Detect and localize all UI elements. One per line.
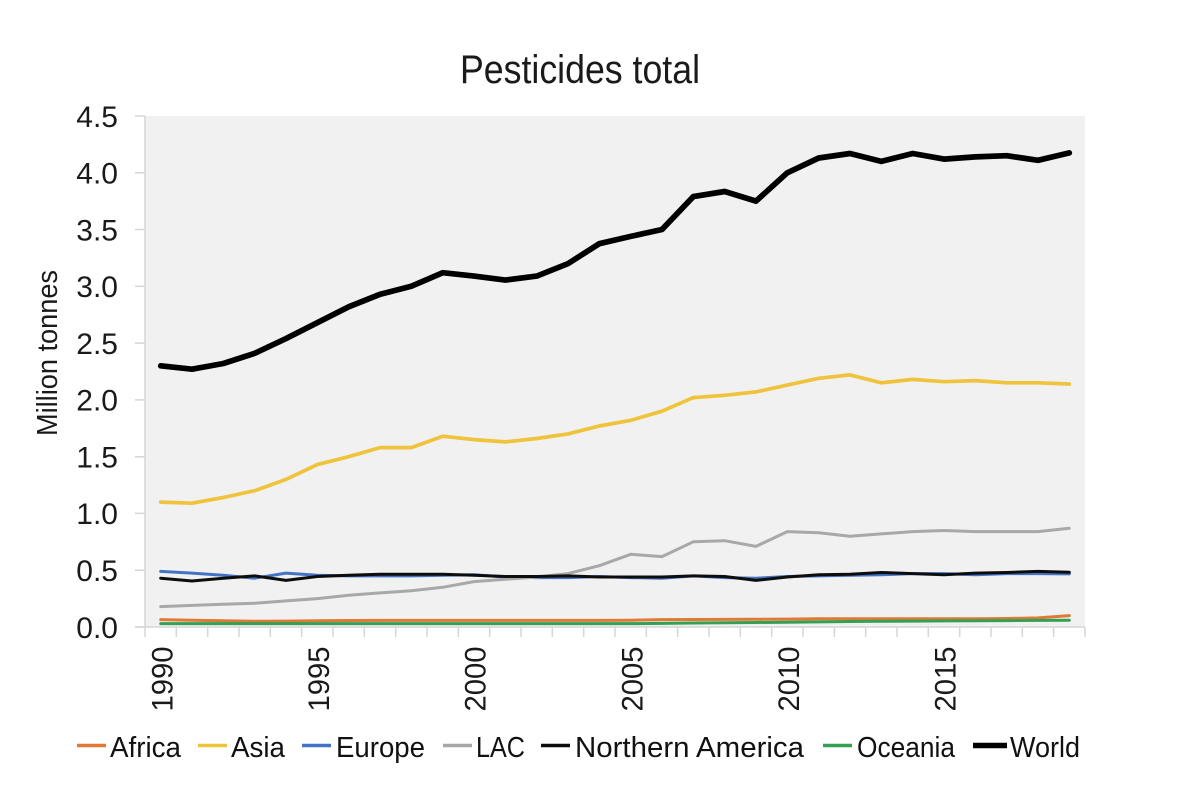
svg-text:2000: 2000 [460, 647, 493, 712]
svg-text:2015: 2015 [930, 647, 963, 712]
svg-text:1.5: 1.5 [76, 442, 118, 475]
svg-text:4.0: 4.0 [76, 158, 118, 191]
svg-text:Pesticides total: Pesticides total [460, 48, 700, 92]
svg-text:0.5: 0.5 [76, 555, 118, 588]
svg-text:1.0: 1.0 [76, 498, 118, 531]
svg-text:Europe: Europe [336, 732, 425, 764]
svg-text:LAC: LAC [476, 732, 525, 764]
svg-text:1990: 1990 [146, 647, 179, 712]
svg-text:World: World [1010, 732, 1080, 764]
svg-text:Africa: Africa [110, 732, 182, 764]
svg-text:2005: 2005 [616, 647, 649, 712]
svg-text:Million tonnes: Million tonnes [32, 270, 64, 436]
svg-text:4.5: 4.5 [76, 101, 118, 134]
svg-text:Oceania: Oceania [857, 732, 956, 764]
svg-text:0.0: 0.0 [76, 612, 118, 645]
svg-text:1995: 1995 [303, 647, 336, 712]
svg-text:2.0: 2.0 [76, 385, 118, 418]
svg-text:Asia: Asia [231, 732, 286, 764]
svg-text:3.5: 3.5 [76, 214, 118, 247]
svg-text:3.0: 3.0 [76, 271, 118, 304]
svg-text:2010: 2010 [773, 647, 806, 712]
svg-text:Northern America: Northern America [575, 732, 805, 764]
svg-text:2.5: 2.5 [76, 328, 118, 361]
